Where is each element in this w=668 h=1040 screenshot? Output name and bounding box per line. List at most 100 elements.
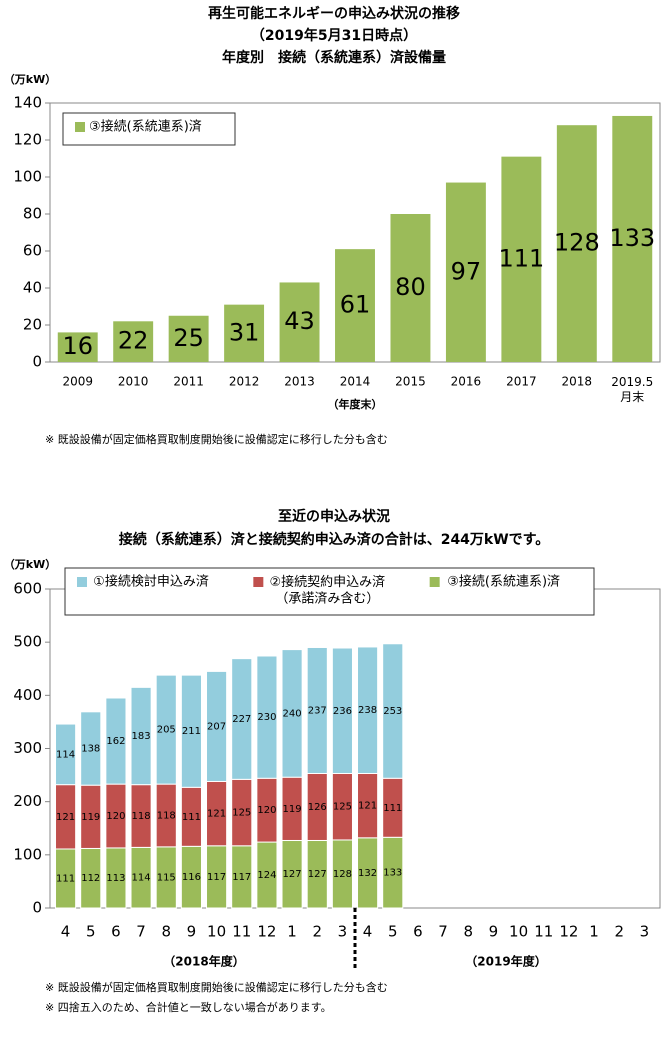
x-tick-label: 2017 <box>506 375 537 389</box>
data-label: 120 <box>257 805 276 816</box>
data-label: 118 <box>132 811 151 822</box>
bar <box>445 182 486 362</box>
data-label: 237 <box>308 705 327 716</box>
data-label: 253 <box>383 706 402 717</box>
y-tick-label: 40 <box>23 279 42 297</box>
x-tick-label: 2014 <box>340 375 371 389</box>
bar <box>224 304 265 362</box>
y-tick-label: 200 <box>13 792 42 810</box>
data-label: 116 <box>182 872 201 883</box>
data-label: 117 <box>232 872 251 883</box>
chart-title: 再生可能エネルギーの申込み状況の推移 <box>208 5 460 22</box>
bar-segment <box>80 711 102 786</box>
data-label: 125 <box>333 802 352 813</box>
data-label: 97 <box>451 257 482 285</box>
x-tick-label: 8 <box>161 923 171 941</box>
x-tick-label: 11 <box>534 923 553 941</box>
data-label: 115 <box>157 872 176 883</box>
bar-segment <box>357 646 379 774</box>
bar-segment <box>55 723 77 786</box>
legend-label: ③接続(系統連系)済 <box>89 119 202 135</box>
data-label: 114 <box>56 749 75 760</box>
x-tick-label: 2012 <box>229 375 260 389</box>
bar-segment <box>231 658 253 780</box>
data-label: 240 <box>283 708 302 719</box>
data-label: 114 <box>132 873 151 884</box>
bar-segment <box>180 674 202 788</box>
data-label: 133 <box>383 868 402 879</box>
x-tick-label: 2 <box>312 923 322 941</box>
x-tick-label: 2018 <box>562 375 593 389</box>
text-line: 月末 <box>620 390 644 404</box>
group-label: （2019年度） <box>465 954 546 969</box>
data-label: 162 <box>106 736 125 747</box>
x-tick-label: 5 <box>388 923 398 941</box>
legend-swatch <box>253 577 264 587</box>
data-label: 126 <box>308 802 327 813</box>
x-tick-label: 6 <box>413 923 423 941</box>
legend-swatch <box>77 577 87 587</box>
x-tick-label: 3 <box>640 923 650 941</box>
data-label: 236 <box>333 706 352 717</box>
x-tick-label: 1 <box>287 923 297 941</box>
x-tick-label: 9 <box>187 923 197 941</box>
legend-label: ③接続(系統連系)済 <box>447 574 560 590</box>
x-tick-label: 5 <box>86 923 96 941</box>
data-label: 61 <box>340 291 371 319</box>
x-tick-label: 12 <box>257 923 276 941</box>
bar-segment <box>256 655 278 779</box>
bar <box>168 315 209 362</box>
legend-box <box>64 567 595 616</box>
bar <box>501 156 542 362</box>
x-tick-label: 7 <box>136 923 146 941</box>
data-label: 111 <box>383 803 402 814</box>
x-tick-label: 11 <box>232 923 251 941</box>
data-label: 138 <box>81 744 100 755</box>
y-axis-label: （万kW） <box>4 73 56 86</box>
y-tick-label: 140 <box>13 94 42 112</box>
data-label: 227 <box>232 714 251 725</box>
bar <box>113 321 154 362</box>
x-tick-label: 2019.5 月末 <box>611 375 653 404</box>
y-tick-label: 500 <box>13 633 42 651</box>
data-label: 205 <box>157 725 176 736</box>
data-label: 118 <box>157 810 176 821</box>
text-line: ②接続契約申込み済 <box>270 574 386 590</box>
y-tick-label: 80 <box>23 205 42 223</box>
data-label: 133 <box>609 224 655 252</box>
x-tick-label: 9 <box>489 923 499 941</box>
bar <box>390 214 431 362</box>
data-label: 111 <box>182 812 201 823</box>
data-label: 128 <box>554 229 600 257</box>
y-tick-label: 100 <box>13 168 42 186</box>
legend-box <box>62 112 236 146</box>
bar-segment <box>130 686 152 786</box>
data-label: 117 <box>207 872 226 883</box>
bar-segment <box>206 670 228 782</box>
bar <box>279 282 320 362</box>
data-label: 127 <box>308 869 327 880</box>
x-tick-label: 2011 <box>173 375 204 389</box>
y-tick-label: 20 <box>23 316 42 334</box>
x-tick-label: 10 <box>207 923 226 941</box>
data-label: 121 <box>56 812 75 823</box>
x-tick-label: 12 <box>559 923 578 941</box>
chart-subtitle: （2019年5月31日時点） <box>251 27 417 44</box>
data-label: 127 <box>283 869 302 880</box>
data-label: 120 <box>106 811 125 822</box>
footnote: ※ 既設設備が固定価格買取制度開始後に設備認定に移行した分も含む <box>45 432 388 446</box>
data-label: 124 <box>257 870 276 881</box>
x-tick-label: 2010 <box>118 375 149 389</box>
bar <box>335 249 375 362</box>
data-label: 183 <box>132 731 151 742</box>
bar-segment <box>105 697 127 785</box>
y-axis-label: （万kW） <box>4 558 56 571</box>
chart-title: 至近の申込み状況 <box>278 508 390 525</box>
y-tick-label: 120 <box>13 131 42 149</box>
data-label: 22 <box>118 327 149 355</box>
footnote: ※ 四捨五入のため、合計値と一致しない場合があります。 <box>45 1000 332 1014</box>
data-label: 211 <box>182 726 201 737</box>
x-tick-label: 6 <box>111 923 121 941</box>
bar-segment <box>281 649 303 778</box>
